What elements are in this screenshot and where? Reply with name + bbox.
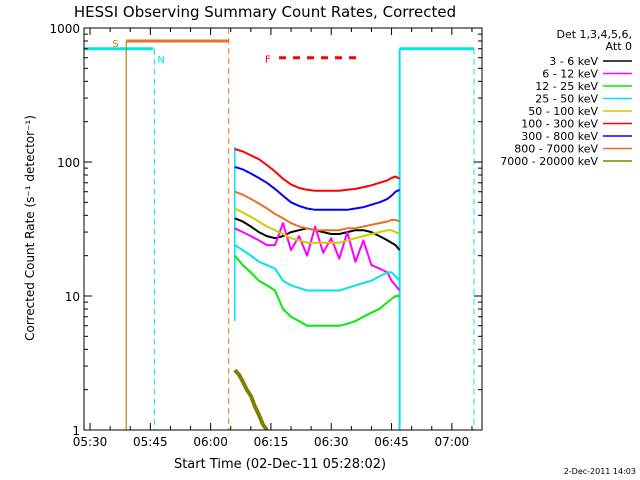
legend-entry-label: 6 - 12 keV — [542, 68, 598, 81]
x-tick-label: 06:45 — [374, 435, 409, 449]
y-tick-label: 100 — [57, 156, 80, 170]
x-tick-label: 07:00 — [435, 435, 470, 449]
x-tick-label: 06:00 — [193, 435, 228, 449]
series-line-2 — [234, 255, 400, 327]
series-line-0 — [234, 217, 401, 251]
series-layer — [233, 148, 401, 430]
y-tick-label: 10 — [65, 290, 80, 304]
y-axis-label: Corrected Count Rate (s⁻¹ detector⁻¹) — [23, 115, 37, 341]
series-line-8 — [233, 368, 269, 430]
legend-entry-label: 7000 - 20000 keV — [500, 155, 598, 168]
series-line-3 — [234, 244, 401, 292]
y-tick-label: 1 — [72, 424, 80, 438]
chart-title: HESSI Observing Summary Count Rates, Cor… — [74, 3, 456, 21]
legend-entry-label: 800 - 7000 keV — [514, 143, 598, 156]
series-line-7 — [234, 190, 400, 232]
series-line-1 — [234, 222, 401, 292]
series-line-6 — [234, 165, 401, 211]
series-line-5 — [234, 148, 401, 192]
legend-header: Att 0 — [606, 40, 632, 53]
x-tick-label: 05:30 — [73, 435, 108, 449]
flag-bars-layer: S N F — [84, 28, 475, 430]
x-tick-label: 06:15 — [254, 435, 289, 449]
x-axis-label: Start Time (02-Dec-11 05:28:02) — [174, 457, 386, 472]
legend-entry-label: 25 - 50 keV — [535, 93, 598, 106]
legend-entry-label: 300 - 800 keV — [521, 130, 598, 143]
flag-label: N — [157, 55, 164, 66]
legend-entry-label: 100 - 300 keV — [521, 118, 598, 131]
x-tick-label: 05:45 — [133, 435, 168, 449]
legend-entry-label: 12 - 25 keV — [535, 80, 598, 93]
plot-frame — [83, 27, 483, 431]
legend-header: Det 1,3,4,5,6, — [556, 28, 632, 41]
axes-layer: 05:30 05:45 06:00 06:15 06:30 06:45 07:00 1 10 10… — [49, 22, 482, 449]
x-tick-label: 06:30 — [314, 435, 349, 449]
series-line-4 — [234, 207, 401, 244]
legend-entry-label: 50 - 100 keV — [528, 105, 598, 118]
y-tick-label: 1000 — [49, 22, 80, 36]
timestamp-stamp: 2-Dec-2011 14:03 — [564, 467, 636, 476]
flag-label: S — [112, 39, 118, 50]
flag-label: F — [265, 55, 271, 66]
legend-entry-label: 3 - 6 keV — [549, 55, 598, 68]
